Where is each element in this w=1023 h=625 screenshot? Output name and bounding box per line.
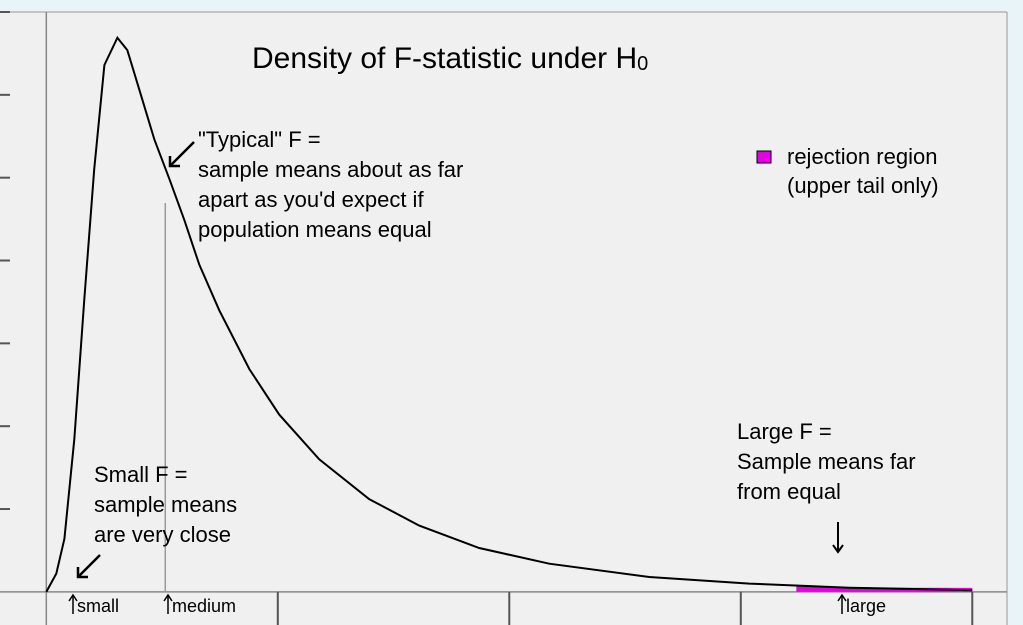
right-band xyxy=(1007,0,1023,625)
annotation: Sample means far xyxy=(737,449,916,474)
annotation: population means equal xyxy=(198,217,432,242)
chart-title: Density of F-statistic under H0 xyxy=(252,42,648,75)
annotation: from equal xyxy=(737,479,841,504)
arrowhead xyxy=(168,156,180,168)
annotation: sample means about as far xyxy=(198,157,463,182)
annotation: apart as you'd expect if xyxy=(198,187,424,212)
density-curve xyxy=(45,35,973,593)
marker-label: medium xyxy=(172,596,236,616)
arrow xyxy=(77,554,101,578)
marker-label: small xyxy=(77,596,119,616)
marker-arrowhead xyxy=(68,593,78,602)
marker-label: large xyxy=(846,596,886,616)
annotation: Large F = xyxy=(737,419,832,444)
legend-text: rejection region xyxy=(787,144,937,169)
marker-arrowhead xyxy=(837,593,847,602)
arrowhead xyxy=(76,567,88,579)
legend-swatch xyxy=(756,150,772,164)
arrow xyxy=(169,141,195,167)
annotation: Small F = xyxy=(94,462,188,487)
legend-text: (upper tail only) xyxy=(787,173,939,198)
annotation: sample means xyxy=(94,492,237,517)
annotation: are very close xyxy=(94,522,231,547)
marker-arrowhead xyxy=(163,593,173,602)
top-band xyxy=(0,0,1023,12)
arrowhead xyxy=(832,544,844,554)
annotation: "Typical" F = xyxy=(198,127,321,152)
